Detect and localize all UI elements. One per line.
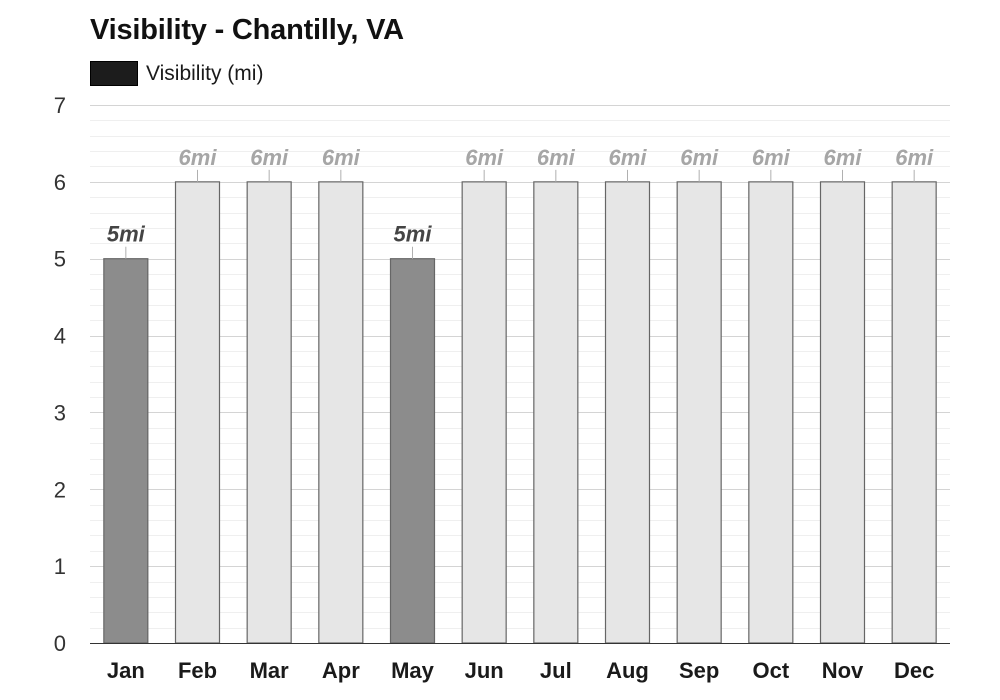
bar-oct	[748, 181, 794, 644]
x-tick-label-aug: Aug	[606, 658, 649, 683]
value-label-jun: 6mi	[465, 145, 504, 170]
y-tick-label: 7	[54, 93, 66, 118]
grid-lines	[90, 105, 950, 644]
value-label-mar: 6mi	[250, 145, 289, 170]
bar-jul	[533, 181, 579, 644]
x-axis-labels: Jan Feb Mar Apr May Jun Jul Aug Sep Oct Nov Dec	[107, 658, 934, 683]
bar-aug	[604, 181, 651, 644]
value-label-sep: 6mi	[680, 145, 719, 170]
x-tick-label-oct: Oct	[752, 658, 789, 683]
legend-swatch	[90, 61, 138, 86]
x-tick-label-jan: Jan	[107, 658, 145, 683]
y-axis-ticks: 0 1 2 3 4 5 6 7	[54, 93, 66, 656]
chart-title: Visibility - Chantilly, VA	[90, 14, 404, 46]
bar-mar	[246, 181, 292, 644]
bar-jun	[461, 181, 507, 644]
x-tick-label-dec: Dec	[894, 658, 934, 683]
y-tick-label: 3	[54, 400, 66, 425]
x-tick-label-feb: Feb	[178, 658, 217, 683]
value-label-oct: 6mi	[752, 145, 791, 170]
value-label-may: 5mi	[394, 222, 433, 247]
x-tick-label-mar: Mar	[250, 658, 290, 683]
x-tick-label-jun: Jun	[465, 658, 504, 683]
bars	[103, 181, 937, 644]
value-label-feb: 6mi	[179, 145, 218, 170]
bar-may	[389, 258, 436, 644]
x-tick-label-sep: Sep	[679, 658, 719, 683]
y-tick-label: 2	[54, 477, 66, 502]
value-label-nov: 6mi	[824, 145, 863, 170]
value-label-jul: 6mi	[537, 145, 576, 170]
bar-sep	[676, 181, 722, 644]
value-labels: 5mi 6mi 6mi 6mi 5mi 6mi 6mi 6mi 6mi 6mi 6mi 6mi	[107, 145, 934, 259]
legend-label: Visibility (mi)	[146, 61, 264, 85]
bar-feb	[174, 181, 221, 644]
y-tick-label: 4	[54, 324, 66, 349]
value-label-dec: 6mi	[895, 145, 934, 170]
bar-jan	[103, 258, 149, 644]
x-tick-label-jul: Jul	[540, 658, 572, 683]
value-label-aug: 6mi	[609, 145, 648, 170]
bar-dec	[891, 181, 937, 644]
y-tick-label: 6	[54, 170, 66, 195]
x-tick-label-may: May	[391, 658, 435, 683]
legend: Visibility (mi)	[90, 61, 263, 86]
x-tick-label-apr: Apr	[322, 658, 360, 683]
bar-apr	[318, 181, 364, 644]
x-tick-label-nov: Nov	[822, 658, 864, 683]
y-tick-label: 5	[54, 247, 66, 272]
bar-nov	[819, 181, 866, 644]
y-tick-label: 1	[54, 554, 66, 579]
y-tick-label: 0	[54, 631, 66, 656]
value-label-apr: 6mi	[322, 145, 361, 170]
value-label-jan: 5mi	[107, 222, 146, 247]
